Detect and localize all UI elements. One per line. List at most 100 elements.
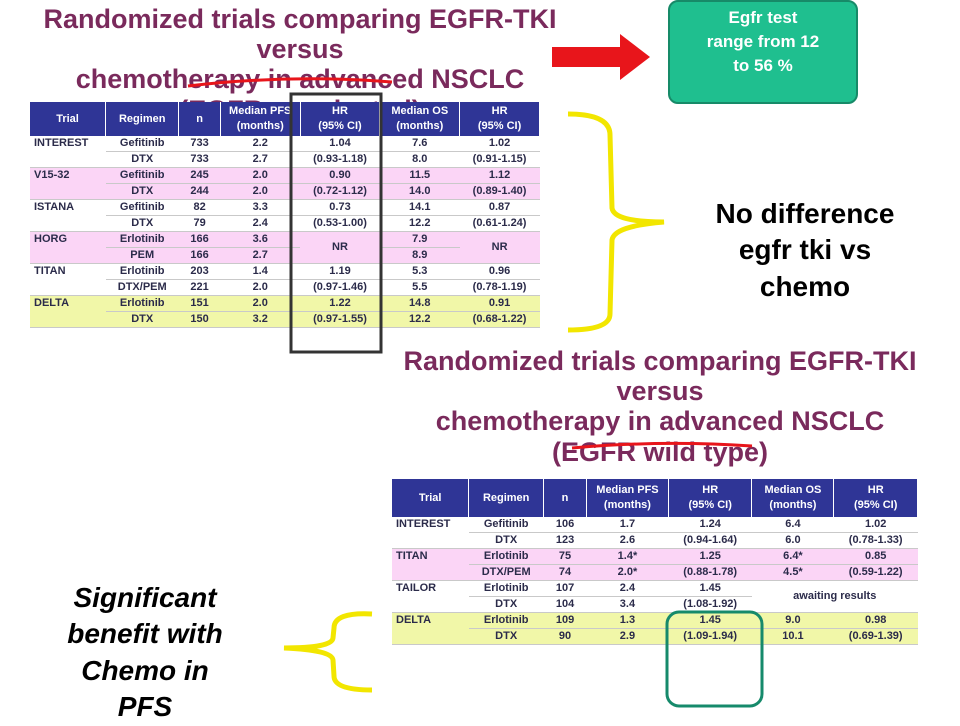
regimen: Erlotinib [468,548,544,565]
table-row: DTX 104 3.4 (1.08-1.92) [392,596,918,613]
header-n: n [178,102,221,136]
pfs-hr: 1.24 [668,517,752,533]
table-row: DTX 123 2.6 (0.94-1.64) 6.0 (0.78-1.33) [392,532,918,549]
os-ci: (0.69-1.39) [833,628,918,645]
median-os: 9.0 [751,612,834,629]
table-row: DTX 90 2.9 (1.09-1.94) 10.1 (0.69-1.39) [392,628,918,645]
table-row: TITAN Erlotinib 75 1.4* 1.25 6.4* 0.85 [392,548,918,581]
header-median-os: Median OS (months) [379,102,461,136]
median-pfs: 2.9 [586,628,669,645]
trial-name: V15-32 [30,167,106,200]
regimen: Gefitinib [105,167,179,184]
table-row: DTX 79 2.4 (0.53-1.00) 12.2 (0.61-1.24) [30,215,540,232]
median-os: 7.9 [379,231,460,248]
table-row: DTX/PEM 74 2.0* (0.88-1.78) 4.5* (0.59-1… [392,564,918,581]
top-table-header-row: Trial Regimen n Median PFS (months) HR (… [30,102,540,136]
os-hr: 0.85 [833,548,918,565]
bottom-title-line-2: chemotherapy in advanced NSCLC [435,406,885,437]
median-pfs: 2.0 [220,295,301,312]
median-pfs: 3.6 [220,231,301,248]
trial-name: INTEREST [392,517,469,549]
table-row: DELTA Erlotinib 151 2.0 1.22 14.8 0.91 [30,295,540,328]
median-os: 14.1 [379,199,460,216]
table-row: TAILOR Erlotinib 107 2.4 1.45 awaiting r… [392,580,918,613]
table-row: INTEREST Gefitinib 106 1.7 1.24 6.4 1.02 [392,517,918,549]
median-os: 14.8 [379,295,460,312]
median-os: 10.1 [751,628,834,645]
bottom-table-header-row: Trial Regimen n Median PFS (months) HR (… [392,479,918,517]
trial-name: TITAN [30,263,106,296]
regimen: DTX [468,596,544,613]
pfs-hr: NR [300,231,380,264]
median-pfs: 2.0 [220,279,301,296]
n-value: 203 [178,263,221,280]
median-pfs: 3.2 [220,311,301,328]
pfs-hr: 1.45 [668,580,752,597]
regimen: Gefitinib [105,136,179,152]
os-hr: 0.91 [459,295,540,312]
median-os: 14.0 [379,183,460,200]
median-pfs: 1.4* [586,548,669,565]
pfs-hr: 1.19 [300,263,380,280]
table-row: DTX 733 2.7 (0.93-1.18) 8.0 (0.91-1.15) [30,151,540,168]
pfs-hr: 0.73 [300,199,380,216]
pfs-hr-highlight-box-top [289,92,383,354]
median-os: 12.2 [379,311,460,328]
table-row: TITAN Erlotinib 203 1.4 1.19 5.3 0.96 [30,263,540,296]
os-hr: NR [459,231,540,264]
n-value: 107 [543,580,587,597]
regimen: Erlotinib [468,612,544,629]
median-pfs: 2.7 [220,151,301,168]
n-value: 151 [178,295,221,312]
regimen: DTX [105,311,179,328]
pfs-ci: (0.94-1.64) [668,532,752,549]
header-n: n [543,479,587,517]
n-value: 166 [178,247,221,264]
regimen: DTX [105,183,179,200]
title-underline-top [187,77,393,88]
pfs-ci: (0.97-1.55) [300,311,380,328]
n-value: 90 [543,628,587,645]
os-hr: 1.12 [459,167,540,184]
n-value: 733 [178,136,221,152]
median-os: 5.3 [379,263,460,280]
trial-name: TAILOR [392,580,469,613]
table-row: ISTANA Gefitinib 82 3.3 0.73 14.1 0.87 [30,199,540,232]
pfs-ci: (0.97-1.46) [300,279,380,296]
no-difference-callout: No difference egfr tki vs chemo [715,198,895,302]
top-title-line-1: Randomized trials comparing EGFR-TKI ver… [43,4,557,65]
regimen: PEM [105,247,179,264]
header-trial: Trial [392,479,470,517]
header-median-pfs: Median PFS (months) [220,102,301,136]
header-regimen: Regimen [105,102,180,136]
pfs-ci: (0.53-1.00) [300,215,380,232]
os-ci: (0.61-1.24) [459,215,540,232]
n-value: 74 [543,564,587,581]
n-value: 109 [543,612,587,629]
os-hr: 1.02 [833,517,918,533]
bottom-trials-table: Trial Regimen n Median PFS (months) HR (… [392,479,918,645]
bottom-title: Randomized trials comparing EGFR-TKI ver… [380,346,940,467]
header-os-hr: HR (95% CI) [833,479,918,517]
trial-name: DELTA [30,295,106,328]
bottom-title-line-1: Randomized trials comparing EGFR-TKI ver… [403,346,917,407]
title-underline-bottom [571,441,753,450]
median-pfs: 2.6 [586,532,669,549]
table-row: HORG Erlotinib 166 3.6 NR 7.9 NR [30,231,540,264]
median-os: 8.9 [379,247,460,264]
regimen: Gefitinib [105,199,179,216]
red-arrow-icon [552,34,650,80]
pfs-ci: (1.08-1.92) [668,596,752,613]
bottom-title-line-3: (EGFR wild type) [552,436,768,467]
median-pfs: 1.7 [586,517,669,533]
median-os: 6.0 [751,532,834,549]
regimen: DTX/PEM [105,279,179,296]
median-os: 4.5* [751,564,834,581]
table-row: DTX 244 2.0 (0.72-1.12) 14.0 (0.89-1.40) [30,183,540,200]
median-os: 8.0 [379,151,460,168]
n-value: 79 [178,215,221,232]
median-pfs: 2.7 [220,247,301,264]
n-value: 106 [543,517,587,533]
table-row: DTX 150 3.2 (0.97-1.55) 12.2 (0.68-1.22) [30,311,540,328]
